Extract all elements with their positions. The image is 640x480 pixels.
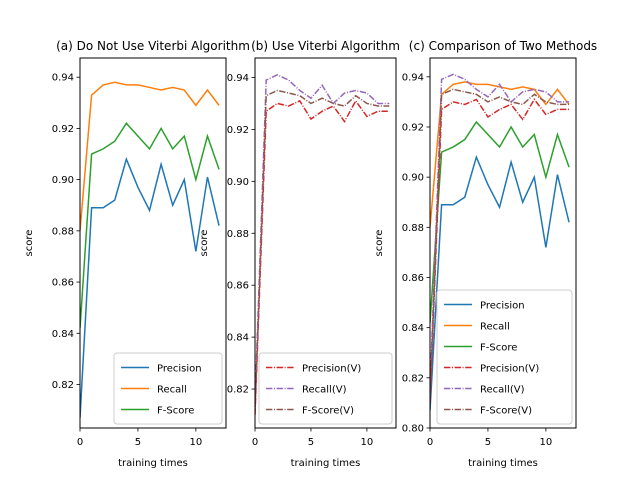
y-axis-label: score bbox=[24, 230, 35, 257]
series-line-3 bbox=[430, 120, 570, 323]
legend-label: F-Score(V) bbox=[480, 406, 532, 417]
y-axis-label: score bbox=[374, 230, 385, 257]
series-line-3 bbox=[80, 122, 220, 329]
y-tick-label: 0.88 bbox=[227, 229, 249, 240]
chart-title: (b) Use Viterbi Algorithm bbox=[251, 39, 400, 53]
legend-label: Recall bbox=[157, 385, 187, 396]
y-tick-label: 0.92 bbox=[227, 125, 249, 136]
y-tick-label: 0.92 bbox=[402, 122, 424, 133]
chart-panel-1: 0 5 10 0.82 0.84 0.86 0.88 0.90 0.92 0.94 training… bbox=[24, 39, 250, 469]
chart-panel-2: 0 5 10 0.82 0.84 0.86 0.88 0.90 0.92 0.94 training… bbox=[199, 39, 400, 469]
x-tick-label: 5 bbox=[485, 437, 491, 448]
series-line-3 bbox=[255, 89, 390, 410]
x-tick-label: 5 bbox=[308, 437, 314, 448]
y-tick-label: 0.94 bbox=[402, 72, 424, 83]
series-line-1 bbox=[255, 99, 390, 416]
legend-label: Precision(V) bbox=[480, 364, 539, 375]
legend: Precision(V) Recall(V) F-Score(V) bbox=[258, 352, 393, 425]
x-axis-label: training times bbox=[291, 458, 361, 469]
legend-label: Precision bbox=[480, 301, 525, 312]
y-tick-label: 0.82 bbox=[402, 373, 424, 384]
y-tick-label: 0.86 bbox=[227, 281, 249, 292]
series-line-1 bbox=[430, 154, 570, 411]
series-line-2 bbox=[255, 74, 390, 403]
legend-label: F-Score bbox=[480, 343, 517, 354]
x-tick-label: 0 bbox=[252, 437, 258, 448]
series-line-1 bbox=[80, 156, 220, 418]
y-tick-label: 0.84 bbox=[227, 333, 249, 344]
series-line-2 bbox=[80, 81, 220, 231]
legend-label: F-Score(V) bbox=[302, 406, 354, 417]
x-tick-label: 0 bbox=[77, 437, 83, 448]
y-tick-label: 0.88 bbox=[52, 226, 74, 237]
legend: Precision Recall F-Score bbox=[113, 352, 223, 425]
y-tick-label: 0.88 bbox=[402, 223, 424, 234]
y-tick-label: 0.82 bbox=[52, 380, 74, 391]
plot-frame bbox=[79, 57, 227, 429]
legend: Precision Recall F-Score Precision(V) Recall… bbox=[436, 289, 573, 425]
y-tick-label: 0.90 bbox=[52, 175, 74, 186]
y-tick-label: 0.84 bbox=[402, 323, 424, 334]
legend-label: Precision(V) bbox=[302, 364, 361, 375]
legend-box bbox=[436, 289, 573, 425]
x-axis-label: training times bbox=[118, 458, 188, 469]
legend-label: Recall(V) bbox=[302, 385, 347, 396]
y-tick-label: 0.90 bbox=[402, 173, 424, 184]
y-tick-label: 0.80 bbox=[402, 424, 424, 435]
x-axis-label: training times bbox=[468, 458, 538, 469]
legend-label: Recall bbox=[480, 322, 510, 333]
chart-panel-3: 0 5 10 0.80 0.82 0.84 0.86 0.88 0.90 0.92 0.94 trai… bbox=[374, 39, 597, 469]
plot-frame bbox=[254, 57, 397, 429]
chart-title: (c) Comparison of Two Methods bbox=[409, 39, 597, 53]
y-tick-label: 0.90 bbox=[227, 177, 249, 188]
y-tick-label: 0.84 bbox=[52, 329, 74, 340]
y-tick-label: 0.82 bbox=[227, 385, 249, 396]
y-axis-label: score bbox=[199, 230, 210, 257]
series-line-5 bbox=[430, 73, 570, 391]
x-tick-label: 5 bbox=[135, 437, 141, 448]
legend-label: F-Score bbox=[157, 406, 194, 417]
chart-title: (a) Do Not Use Viterbi Algorithm bbox=[56, 39, 250, 53]
legend-box bbox=[258, 352, 393, 425]
y-tick-label: 0.94 bbox=[52, 73, 74, 84]
x-tick-label: 10 bbox=[361, 437, 374, 448]
series-line-2 bbox=[430, 81, 570, 228]
series-line-4 bbox=[430, 98, 570, 403]
legend-box bbox=[113, 352, 223, 425]
y-tick-label: 0.86 bbox=[52, 278, 74, 289]
x-tick-label: 10 bbox=[190, 437, 203, 448]
y-tick-label: 0.92 bbox=[52, 124, 74, 135]
plot-frame bbox=[429, 57, 577, 429]
series-line-6 bbox=[430, 88, 570, 398]
x-tick-label: 0 bbox=[427, 437, 433, 448]
legend-label: Precision bbox=[157, 364, 202, 375]
legend-label: Recall(V) bbox=[480, 385, 525, 396]
y-tick-label: 0.86 bbox=[402, 273, 424, 284]
y-tick-label: 0.94 bbox=[227, 73, 249, 84]
x-tick-label: 10 bbox=[540, 437, 553, 448]
